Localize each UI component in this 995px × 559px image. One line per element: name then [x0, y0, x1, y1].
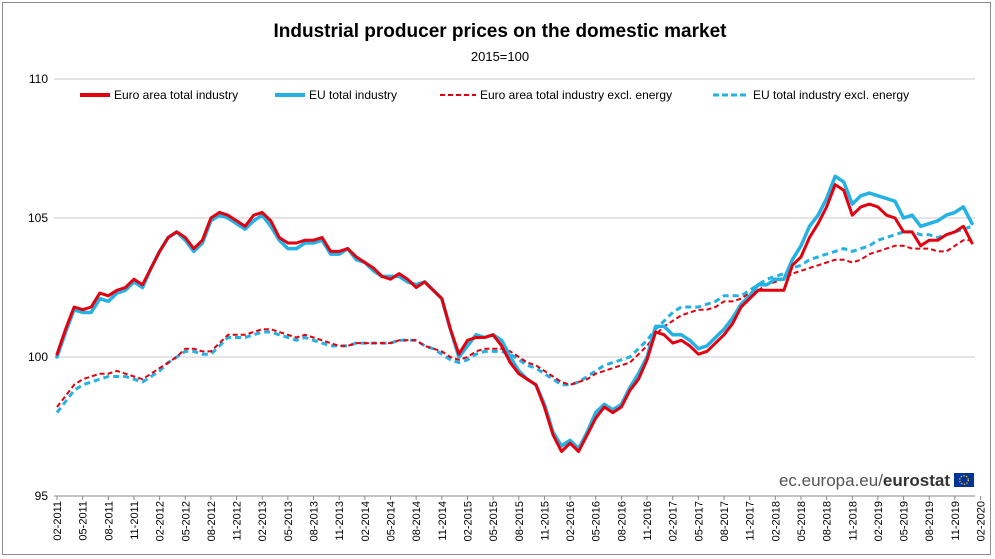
eurostat-credit: ec.europa.eu/eurostat — [779, 471, 974, 490]
x-tick-label: 02-2018 — [770, 501, 782, 541]
x-tick-label: 11-2014 — [437, 501, 449, 541]
legend-item-eu-total: EU total industry — [275, 88, 397, 102]
y-tick-label: 105 — [28, 211, 48, 225]
x-tick-label: 08-2015 — [514, 501, 526, 541]
series-line-eu-total-industry-excl-energy — [55, 224, 973, 414]
x-tick-label: 05-2019 — [899, 501, 911, 541]
legend-label: Euro area total industry — [114, 88, 238, 102]
x-tick-label: 02-2014 — [360, 501, 372, 541]
x-tick-label: 05-2012 — [180, 501, 192, 541]
x-axis-ticks: 02-2011 05-2011 08-2011 11-2011 02-2012 05-20… — [52, 496, 988, 541]
x-tick-label: 08-2011 — [103, 501, 115, 541]
x-tick-label: 08-2018 — [822, 501, 834, 541]
chart-subtitle: 2015=100 — [471, 49, 529, 64]
x-tick-label: 02-2015 — [462, 501, 474, 541]
x-tick-label: 11-2015 — [539, 501, 551, 541]
x-tick-label: 08-2012 — [206, 501, 218, 541]
x-tick-label: 02-2017 — [668, 501, 680, 541]
credit-prefix: ec.europa.eu/ — [779, 471, 883, 490]
x-tick-label: 08-2017 — [719, 501, 731, 541]
x-tick-label: 05-2011 — [78, 501, 90, 541]
x-tick-label: 02-2016 — [565, 501, 577, 541]
series-line-euro-area-total-industry-excl-energy — [56, 239, 972, 408]
x-tick-label: 11-2011 — [129, 501, 141, 540]
x-tick-label: 05-2018 — [796, 501, 808, 541]
x-tick-label: 02-2020 — [976, 501, 988, 541]
svg-text:ec.europa.eu/eurostat: ec.europa.eu/eurostat — [779, 471, 950, 490]
x-tick-label: 11-2013 — [334, 501, 346, 541]
x-tick-label: 08-2019 — [924, 501, 936, 541]
eu-flag-icon — [954, 473, 974, 487]
y-tick-label: 95 — [35, 489, 49, 503]
x-tick-label: 08-2016 — [616, 501, 628, 541]
x-tick-label: 08-2014 — [411, 501, 423, 541]
chart-title: Industrial producer prices on the domest… — [274, 21, 728, 42]
x-tick-label: 11-2018 — [847, 501, 859, 541]
x-tick-label: 11-2019 — [950, 501, 962, 541]
legend-label: EU total industry — [309, 88, 397, 102]
x-tick-label: 05-2017 — [693, 501, 705, 541]
legend: Euro area total industry EU total indust… — [80, 88, 909, 102]
legend-item-euro-area-total: Euro area total industry — [80, 88, 238, 102]
y-tick-label: 100 — [28, 350, 48, 364]
y-tick-label: 110 — [29, 72, 48, 86]
x-tick-label: 05-2015 — [488, 501, 500, 541]
x-tick-label: 11-2016 — [642, 501, 654, 541]
legend-item-eu-excl-energy: EU total industry excl. energy — [713, 88, 909, 102]
legend-label: Euro area total industry excl. energy — [480, 88, 672, 102]
x-tick-label: 05-2013 — [283, 501, 295, 541]
y-axis-ticks: 95 100 105 110 — [28, 72, 48, 503]
series-line-euro-area-total-industry — [55, 183, 974, 453]
gridlines — [54, 78, 975, 358]
legend-label: EU total industry excl. energy — [753, 88, 909, 102]
x-tick-label: 11-2017 — [745, 501, 757, 541]
series-lines — [55, 174, 974, 453]
x-tick-label: 11-2012 — [232, 501, 244, 541]
x-tick-label: 02-2011 — [52, 501, 64, 541]
legend-item-euro-area-excl-energy: Euro area total industry excl. energy — [440, 88, 672, 102]
x-tick-label: 05-2016 — [591, 501, 603, 541]
x-tick-label: 08-2013 — [309, 501, 321, 541]
x-tick-label: 02-2013 — [257, 501, 269, 541]
x-tick-label: 02-2012 — [155, 501, 167, 541]
x-tick-label: 02-2019 — [873, 501, 885, 541]
series-line-eu-total-industry — [55, 174, 974, 451]
credit-brand: eurostat — [883, 471, 950, 490]
x-tick-label: 05-2014 — [386, 501, 398, 541]
